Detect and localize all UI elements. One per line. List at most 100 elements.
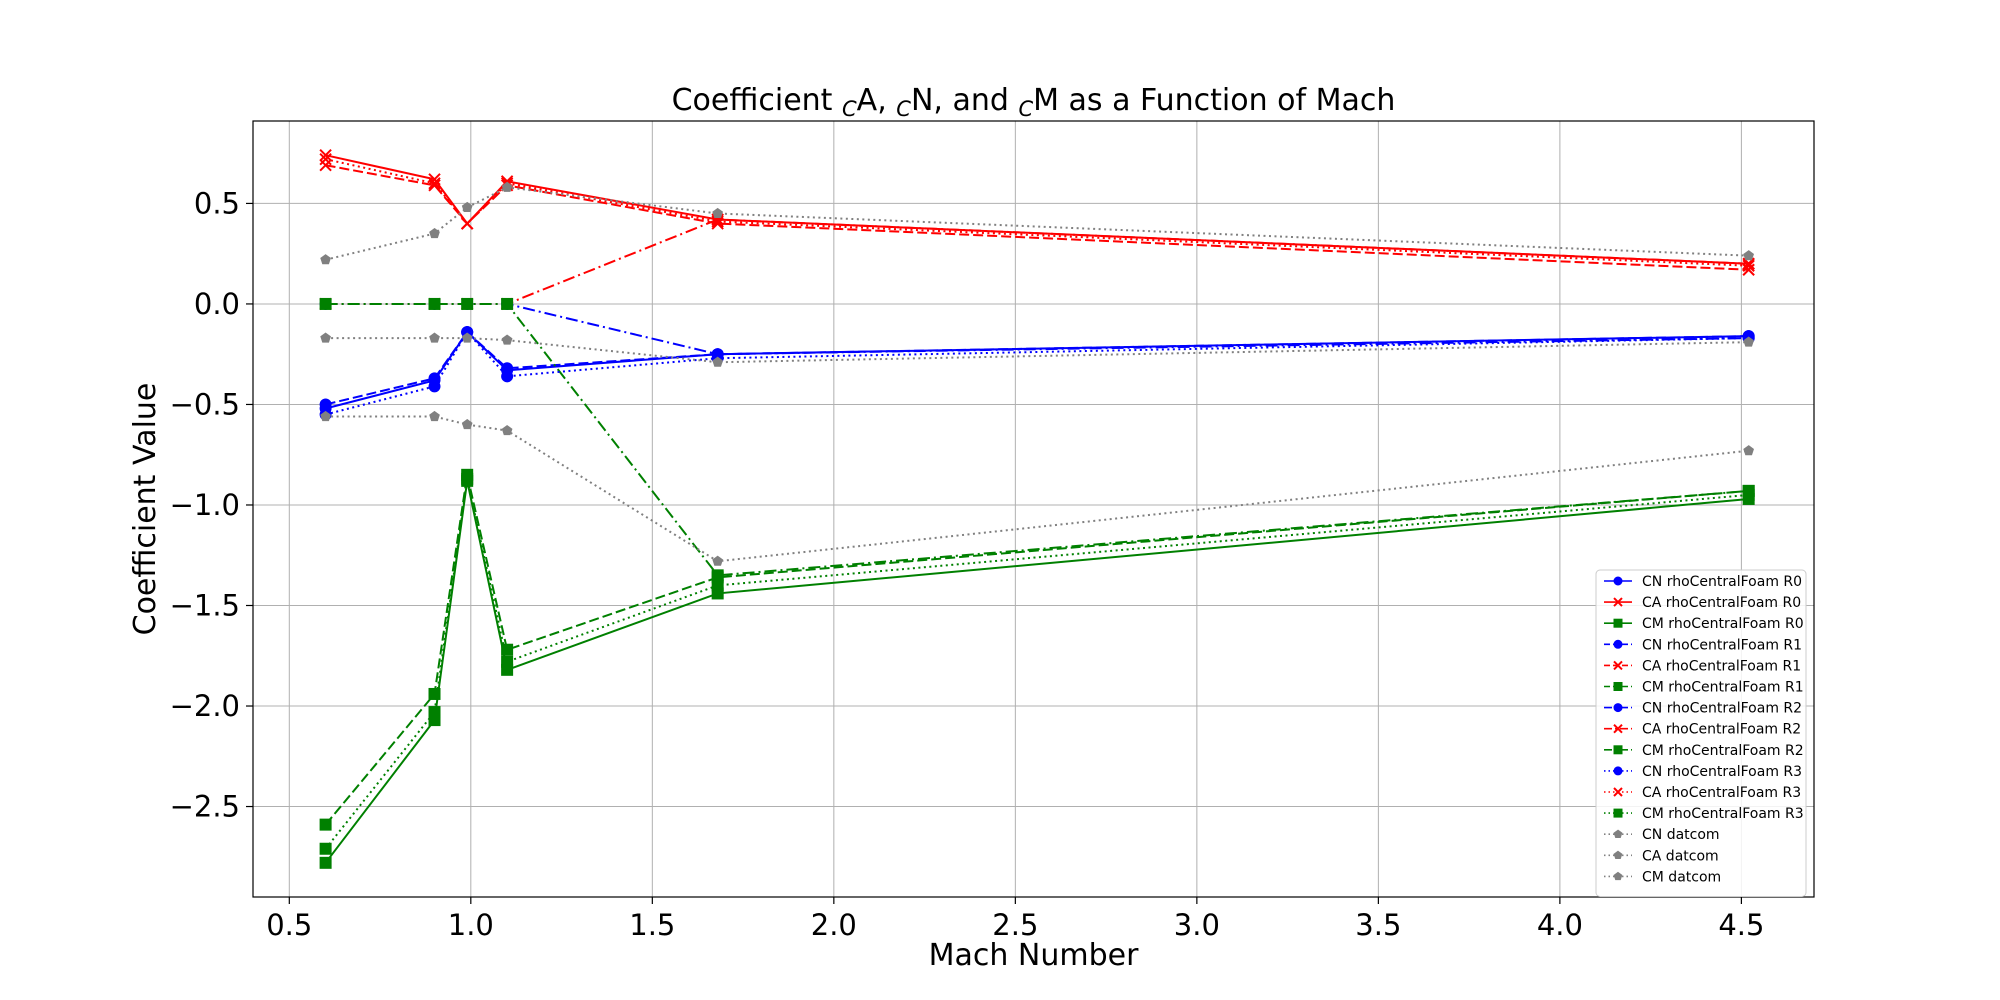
chart-title: Coefficient CA, CN, and CM as a Function…: [672, 83, 1396, 121]
legend-label: CN rhoCentralFoam R2: [1642, 701, 1802, 717]
y-tick-label: −0.5: [170, 387, 240, 421]
data-point: [1742, 488, 1755, 501]
y-tick-label: −1.0: [170, 488, 240, 522]
data-point: [429, 227, 440, 239]
x-tick-label: 3.5: [1355, 908, 1401, 942]
title-part: as a Function of Mach: [1059, 83, 1395, 118]
legend-item: CM rhoCentralFoam R3: [1604, 806, 1804, 822]
data-point: [461, 201, 473, 212]
x-tick-label: 1.0: [448, 908, 494, 942]
series-line: [324, 474, 1749, 826]
legend-label: CN rhoCentralFoam R0: [1642, 574, 1802, 590]
data-point: [428, 380, 441, 393]
y-tick-label: −1.5: [170, 588, 240, 622]
data-point: [501, 655, 514, 668]
x-tick-label: 0.5: [266, 908, 312, 942]
data-point: [501, 370, 514, 383]
legend-label: CN rhoCentralFoam R3: [1642, 764, 1802, 780]
legend-item: CM datcom: [1604, 869, 1721, 885]
series-line: [325, 158, 1749, 267]
legend-marker: [1613, 787, 1623, 797]
legend-label: CM rhoCentralFoam R2: [1642, 743, 1804, 759]
data-point: [461, 472, 474, 485]
data-point: [1742, 259, 1755, 272]
x-tick-label: 1.5: [629, 908, 675, 942]
series-12: [320, 332, 1754, 367]
data-point: [428, 687, 441, 700]
data-point: [428, 297, 441, 310]
data-point: [712, 207, 724, 219]
data-point: [1742, 257, 1755, 270]
legend-label: CN datcom: [1642, 827, 1720, 843]
series-line: [325, 164, 1749, 271]
y-tick-label: 0.5: [194, 186, 240, 220]
title-part: C: [896, 97, 911, 121]
legend-label: CA datcom: [1642, 848, 1719, 864]
legend-marker: [1613, 723, 1623, 734]
legend-marker: [1613, 682, 1623, 691]
data-point: [501, 181, 513, 192]
legend-item: CN rhoCentralFoam R2: [1604, 701, 1802, 717]
legend-item: CM rhoCentralFoam R1: [1604, 680, 1804, 696]
legend-item: CN rhoCentralFoam R0: [1604, 574, 1802, 590]
legend-marker: [1613, 618, 1623, 628]
y-tick-label: −2.5: [170, 790, 240, 824]
title-part: N: [911, 83, 933, 118]
data-point: [1743, 250, 1754, 261]
title-part: M: [1033, 83, 1059, 118]
grid: [253, 121, 1814, 897]
data-point: [712, 555, 724, 566]
data-point: [428, 177, 441, 190]
legend-item: CA rhoCentralFoam R0: [1604, 595, 1801, 611]
legend-item: CN rhoCentralFoam R3: [1604, 764, 1802, 780]
series-14: [320, 410, 1754, 566]
legend-marker: [1613, 871, 1623, 881]
legend-marker: [1613, 639, 1623, 649]
legend-label: CM rhoCentralFoam R0: [1642, 616, 1804, 632]
data-point: [460, 217, 474, 230]
data-point: [319, 148, 332, 162]
y-tick-label: 0.0: [194, 287, 240, 321]
legend-label: CM rhoCentralFoam R3: [1642, 806, 1804, 822]
x-tick-label: 4.5: [1718, 908, 1764, 942]
legend-marker: [1613, 808, 1623, 818]
legend-item: CA datcom: [1604, 848, 1719, 864]
legend-marker: [1613, 597, 1623, 607]
title-part: , and: [933, 83, 1018, 118]
legend: CN rhoCentralFoam R0 CA rhoCentralFoam R0…: [1595, 569, 1807, 897]
data-point: [1743, 445, 1754, 456]
x-tick-label: 2.5: [992, 908, 1038, 942]
legend-marker: [1613, 745, 1623, 755]
legend-box: [1595, 569, 1807, 897]
data-point: [429, 410, 440, 422]
data-point: [1743, 336, 1754, 347]
data-point: [428, 179, 441, 192]
legend-label: CM rhoCentralFoam R1: [1642, 680, 1804, 696]
legend-marker: [1613, 850, 1623, 860]
data-point: [320, 410, 331, 422]
data-point: [320, 332, 331, 343]
x-axis-label: Mach Number: [929, 938, 1139, 973]
legend-item: CA rhoCentralFoam R3: [1604, 785, 1801, 801]
data-point: [711, 215, 724, 228]
series-line: [325, 330, 1749, 416]
title-part: A: [857, 83, 878, 118]
data-point: [429, 332, 440, 343]
legend-label: CA rhoCentralFoam R1: [1642, 658, 1801, 674]
x-tick-label: 4.0: [1537, 908, 1583, 942]
legend-label: CN rhoCentralFoam R1: [1642, 637, 1802, 653]
data-point: [428, 706, 441, 719]
legend-item: CM rhoCentralFoam R0: [1604, 616, 1804, 632]
series-11: [319, 472, 1755, 855]
axis-ticks: 0.5 1.0 1.5 2.0 2.5 3.0 3.5 4.0 4.5 0.5 0.0 −0.5 −1.…: [170, 186, 1765, 942]
data-point: [501, 297, 514, 310]
series-line: [325, 302, 1749, 577]
legend-item: CN rhoCentralFoam R1: [1604, 637, 1802, 653]
series-8: [319, 297, 1755, 582]
data-point: [319, 398, 332, 411]
data-point: [501, 334, 513, 345]
title-part: ,: [877, 83, 896, 118]
data-point: [501, 424, 513, 436]
y-tick-label: −2.0: [170, 689, 240, 723]
